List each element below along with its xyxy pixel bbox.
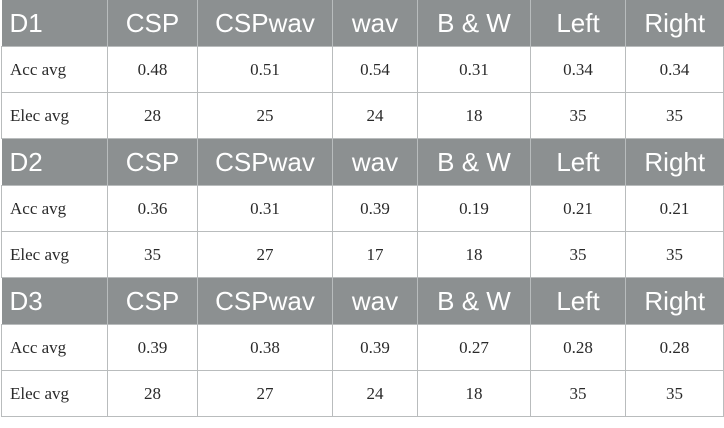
table-row: Acc avg 0.48 0.51 0.54 0.31 0.34 0.34: [1, 46, 724, 93]
table-cell: 0.31: [417, 46, 531, 93]
group-header-row: D3 CSP CSPwav wav B & W Left Right: [1, 277, 724, 325]
column-header-left: Left: [530, 138, 626, 186]
group-header-row: D1 CSP CSPwav wav B & W Left Right: [1, 0, 724, 47]
table-cell: 35: [107, 231, 198, 278]
table-cell: 18: [417, 92, 531, 139]
row-label: Acc avg: [1, 46, 108, 93]
table-cell: 0.38: [197, 324, 333, 371]
column-header-csp: CSP: [107, 277, 198, 325]
column-header-cspwav: CSPwav: [197, 277, 333, 325]
table-cell: 24: [332, 370, 418, 417]
group-label: D2: [1, 138, 108, 186]
table-row: Acc avg 0.36 0.31 0.39 0.19 0.21 0.21: [1, 185, 724, 232]
column-header-b-and-w: B & W: [417, 138, 531, 186]
row-label: Acc avg: [1, 324, 108, 371]
table-cell: 0.48: [107, 46, 198, 93]
table-cell: 35: [625, 231, 724, 278]
table-cell: 0.51: [197, 46, 333, 93]
column-header-cspwav: CSPwav: [197, 138, 333, 186]
table-cell: 0.21: [625, 185, 724, 232]
column-header-wav: wav: [332, 0, 418, 47]
table-cell: 35: [625, 370, 724, 417]
column-header-right: Right: [625, 138, 724, 186]
column-header-csp: CSP: [107, 0, 198, 47]
table-cell: 0.34: [625, 46, 724, 93]
table-row: Elec avg 28 25 24 18 35 35: [1, 92, 724, 139]
column-header-b-and-w: B & W: [417, 0, 531, 47]
table-cell: 35: [530, 231, 626, 278]
table-cell: 27: [197, 231, 333, 278]
table-cell: 0.21: [530, 185, 626, 232]
table-cell: 0.34: [530, 46, 626, 93]
table-cell: 0.39: [332, 185, 418, 232]
table-cell: 24: [332, 92, 418, 139]
table-cell: 18: [417, 370, 531, 417]
column-header-right: Right: [625, 0, 724, 47]
table-cell: 0.31: [197, 185, 333, 232]
row-label: Elec avg: [1, 92, 108, 139]
table-cell: 0.19: [417, 185, 531, 232]
table-row: Elec avg 28 27 24 18 35 35: [1, 370, 724, 417]
table-cell: 35: [625, 92, 724, 139]
group-label: D1: [1, 0, 108, 47]
table-cell: 0.28: [625, 324, 724, 371]
table-row: Acc avg 0.39 0.38 0.39 0.27 0.28 0.28: [1, 324, 724, 371]
group-header-row: D2 CSP CSPwav wav B & W Left Right: [1, 138, 724, 186]
table-cell: 0.28: [530, 324, 626, 371]
table-cell: 35: [530, 92, 626, 139]
column-header-left: Left: [530, 0, 626, 47]
table-row: Elec avg 35 27 17 18 35 35: [1, 231, 724, 278]
table-cell: 25: [197, 92, 333, 139]
table-cell: 28: [107, 370, 198, 417]
table-cell: 0.54: [332, 46, 418, 93]
column-header-wav: wav: [332, 138, 418, 186]
column-header-left: Left: [530, 277, 626, 325]
table-cell: 27: [197, 370, 333, 417]
row-label: Acc avg: [1, 185, 108, 232]
table-cell: 0.36: [107, 185, 198, 232]
row-label: Elec avg: [1, 370, 108, 417]
column-header-cspwav: CSPwav: [197, 0, 333, 47]
table-cell: 0.39: [107, 324, 198, 371]
table-cell: 18: [417, 231, 531, 278]
group-label: D3: [1, 277, 108, 325]
column-header-right: Right: [625, 277, 724, 325]
table-cell: 28: [107, 92, 198, 139]
table-cell: 0.39: [332, 324, 418, 371]
table-cell: 0.27: [417, 324, 531, 371]
column-header-b-and-w: B & W: [417, 277, 531, 325]
row-label: Elec avg: [1, 231, 108, 278]
table-cell: 35: [530, 370, 626, 417]
results-table: D1 CSP CSPwav wav B & W Left Right Acc a…: [1, 0, 724, 417]
column-header-csp: CSP: [107, 138, 198, 186]
column-header-wav: wav: [332, 277, 418, 325]
table-cell: 17: [332, 231, 418, 278]
